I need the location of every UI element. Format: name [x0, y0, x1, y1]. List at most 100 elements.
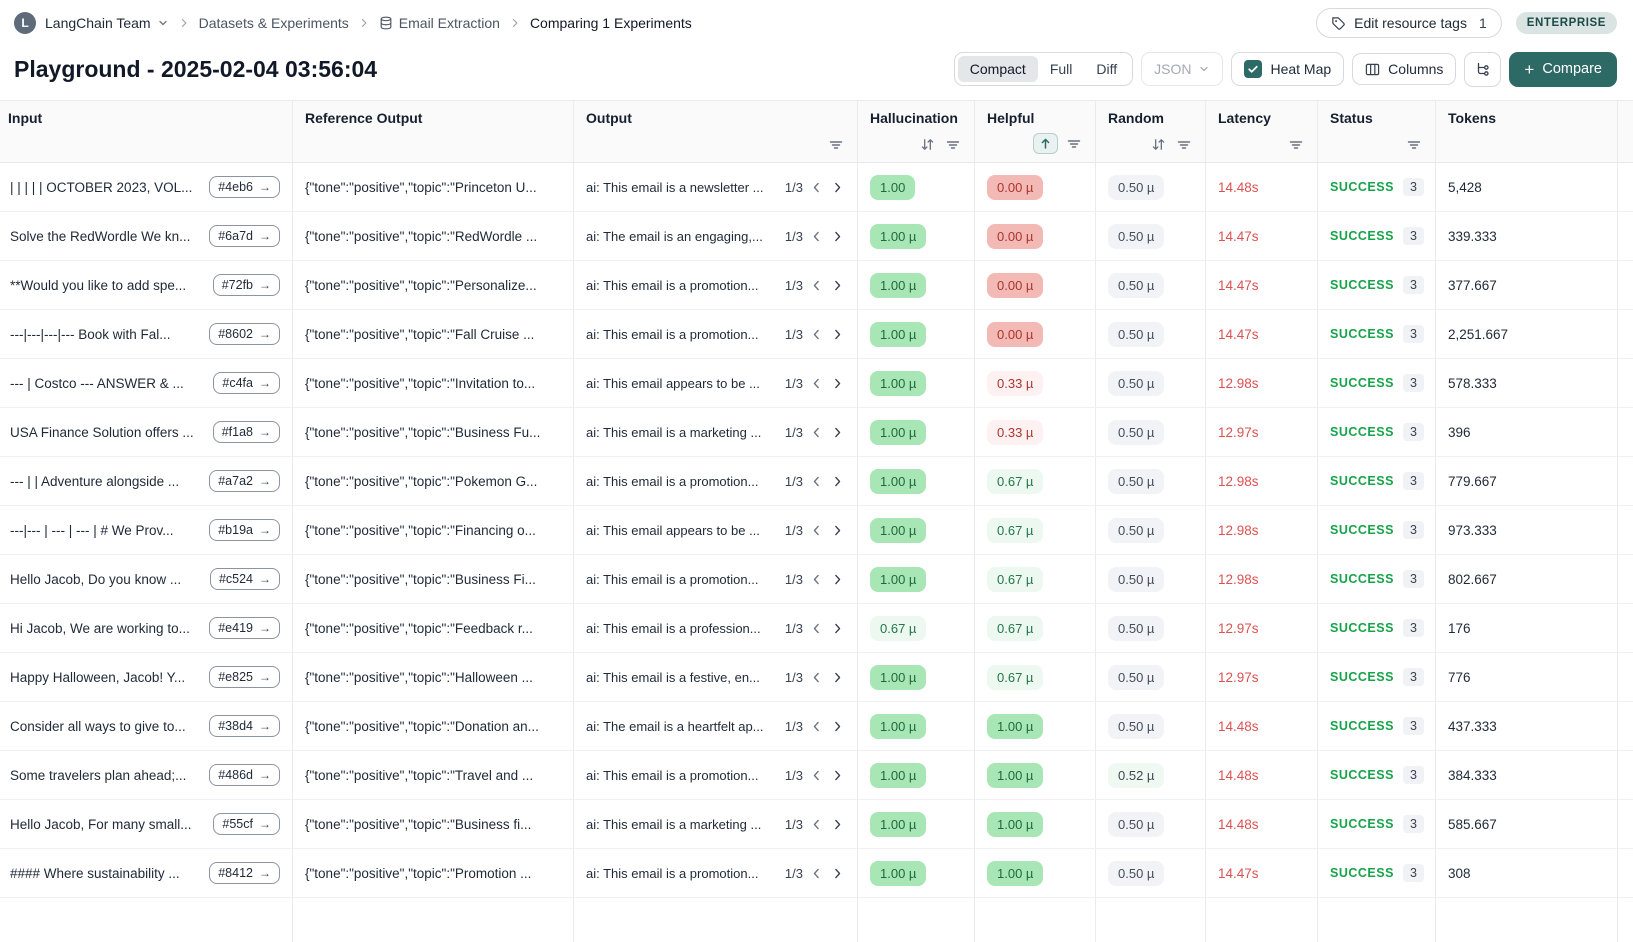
helpful-badge: 0.67 µ: [987, 517, 1044, 543]
output-text: ai: This email is a marketing ...: [586, 816, 762, 832]
output-pager: 1/3: [784, 326, 803, 342]
filter-button-random[interactable]: [1175, 136, 1193, 154]
output-pager: 1/3: [784, 718, 803, 734]
heatmap-checkbox[interactable]: [1244, 60, 1263, 78]
next-output-button[interactable]: [830, 474, 845, 489]
view-mode-compact[interactable]: Compact: [957, 56, 1038, 82]
table-row[interactable]: Hi Jacob, We are working to... #e419 → {"…: [0, 604, 1633, 653]
example-link[interactable]: #8602 →: [209, 323, 280, 345]
table-row[interactable]: --- | | Adventure alongside ... #a7a2 → {…: [0, 457, 1633, 506]
example-link[interactable]: #55cf →: [213, 813, 280, 835]
prev-output-button[interactable]: [809, 474, 824, 489]
table-row[interactable]: Consider all ways to give to... #38d4 → {…: [0, 702, 1633, 751]
filter-button-hallucination[interactable]: [944, 136, 962, 154]
example-link[interactable]: #b19a →: [209, 519, 280, 541]
columns-button[interactable]: Columns: [1352, 53, 1457, 85]
json-format-dropdown[interactable]: JSON: [1141, 52, 1224, 86]
next-output-button[interactable]: [830, 523, 845, 538]
example-id: #38d4: [218, 719, 253, 733]
prev-output-button[interactable]: [809, 376, 824, 391]
output-pager: 1/3: [784, 571, 803, 587]
table-row[interactable]: **Would you like to add spe... #72fb → {"…: [0, 261, 1633, 310]
example-link[interactable]: #c4fa →: [213, 372, 280, 394]
prev-output-button[interactable]: [809, 229, 824, 244]
prev-output-button[interactable]: [809, 817, 824, 832]
table-row[interactable]: --- | Costco --- ANSWER & ... #c4fa → {"t…: [0, 359, 1633, 408]
runs-count-badge: 3: [1402, 668, 1424, 686]
next-output-button[interactable]: [830, 376, 845, 391]
table-row[interactable]: Happy Halloween, Jacob! Y... #e825 → {"to…: [0, 653, 1633, 702]
prev-output-button[interactable]: [809, 719, 824, 734]
example-link[interactable]: #72fb →: [212, 274, 280, 296]
helpful-badge: 1.00 µ: [987, 811, 1044, 837]
breadcrumb-email-extraction[interactable]: Email Extraction: [398, 15, 500, 31]
prev-output-button[interactable]: [809, 425, 824, 440]
example-link[interactable]: #e825 →: [209, 666, 280, 688]
filter-button-output[interactable]: [827, 136, 845, 154]
team-selector[interactable]: LangChain Team: [45, 15, 169, 31]
tokens-value: 578.333: [1448, 375, 1497, 391]
sort-button-hallucination[interactable]: [918, 135, 937, 154]
next-output-button[interactable]: [830, 229, 845, 244]
filter-button-helpful[interactable]: [1065, 135, 1083, 153]
next-output-button[interactable]: [830, 670, 845, 685]
prev-output-button[interactable]: [809, 572, 824, 587]
prev-output-button[interactable]: [809, 278, 824, 293]
prev-output-button[interactable]: [809, 866, 824, 881]
prev-output-button[interactable]: [809, 621, 824, 636]
example-link[interactable]: #a7a2 →: [209, 470, 280, 492]
view-mode-full[interactable]: Full: [1038, 56, 1085, 82]
hallucination-badge: 1.00 µ: [870, 321, 927, 347]
example-link[interactable]: #c524 →: [209, 568, 280, 590]
table-row[interactable]: Some travelers plan ahead;... #486d → {"t…: [0, 751, 1633, 800]
table-row[interactable]: | | | | | OCTOBER 2023, VOL... #4eb6 → {"…: [0, 163, 1633, 212]
hallucination-badge: 1.00 µ: [870, 419, 927, 445]
heatmap-toggle[interactable]: Heat Map: [1231, 52, 1345, 86]
table-row[interactable]: Hello Jacob, For many small... #55cf → {"…: [0, 800, 1633, 849]
prev-output-button[interactable]: [809, 327, 824, 342]
prev-output-button[interactable]: [809, 523, 824, 538]
example-link[interactable]: #6a7d →: [209, 225, 280, 247]
status-value: SUCCESS: [1330, 327, 1394, 341]
example-link[interactable]: #486d →: [209, 764, 280, 786]
example-link[interactable]: #4eb6 →: [209, 176, 280, 198]
sort-button-helpful[interactable]: [1033, 133, 1058, 154]
example-link[interactable]: #e419 →: [209, 617, 280, 639]
compare-button[interactable]: + Compare: [1509, 51, 1617, 87]
table-row[interactable]: ---|--- | --- | --- | # We Prov... #b19a…: [0, 506, 1633, 555]
example-link[interactable]: #f1a8 →: [212, 421, 280, 443]
prev-output-button[interactable]: [809, 180, 824, 195]
tokens-value: 377.667: [1448, 277, 1497, 293]
next-output-button[interactable]: [830, 278, 845, 293]
latency-value: 14.47s: [1218, 865, 1259, 881]
example-link[interactable]: #38d4 →: [209, 715, 280, 737]
table-row[interactable]: ---|---|---|--- Book with Fal... #8602 → …: [0, 310, 1633, 359]
breadcrumb-datasets-experiments[interactable]: Datasets & Experiments: [198, 15, 349, 31]
hallucination-badge: 1.00 µ: [870, 762, 927, 788]
example-id: #e419: [218, 621, 253, 635]
next-output-button[interactable]: [830, 768, 845, 783]
view-mode-diff[interactable]: Diff: [1084, 56, 1129, 82]
example-link[interactable]: #8412 →: [209, 862, 280, 884]
example-id: #8602: [218, 327, 253, 341]
next-output-button[interactable]: [830, 817, 845, 832]
table-row[interactable]: #### Where sustainability ... #8412 → {"t…: [0, 849, 1633, 898]
sort-button-random[interactable]: [1149, 135, 1168, 154]
next-output-button[interactable]: [830, 180, 845, 195]
table-row[interactable]: USA Finance Solution offers ... #f1a8 → {…: [0, 408, 1633, 457]
tree-view-button[interactable]: [1464, 51, 1502, 87]
edit-resource-tags-button[interactable]: Edit resource tags 1: [1316, 8, 1502, 38]
filter-button-latency[interactable]: [1287, 136, 1305, 154]
prev-output-button[interactable]: [809, 768, 824, 783]
table-row[interactable]: Hello Jacob, Do you know ... #c524 → {"to…: [0, 555, 1633, 604]
next-output-button[interactable]: [830, 621, 845, 636]
next-output-button[interactable]: [830, 327, 845, 342]
next-output-button[interactable]: [830, 572, 845, 587]
table-row[interactable]: Solve the RedWordle We kn... #6a7d → {"to…: [0, 212, 1633, 261]
filter-button-status[interactable]: [1405, 136, 1423, 154]
next-output-button[interactable]: [830, 866, 845, 881]
next-output-button[interactable]: [830, 425, 845, 440]
chevron-down-icon: [1198, 63, 1210, 75]
prev-output-button[interactable]: [809, 670, 824, 685]
next-output-button[interactable]: [830, 719, 845, 734]
